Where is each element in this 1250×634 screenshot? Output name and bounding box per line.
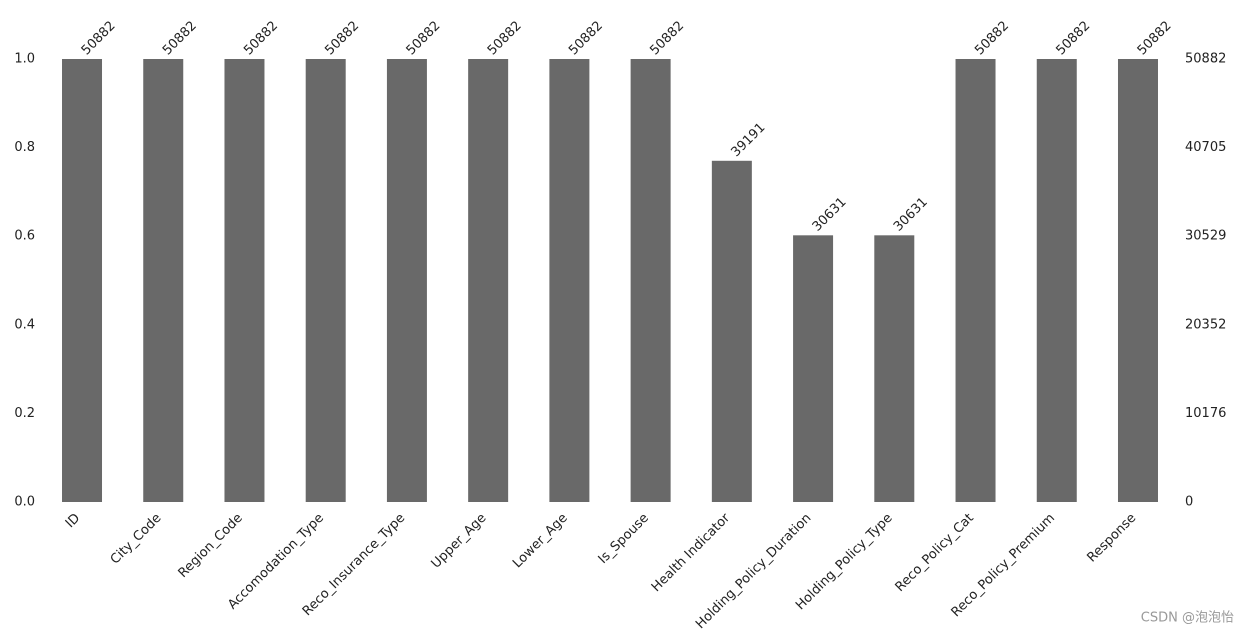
y-tick-label: 0.8 [14, 140, 35, 155]
watermark: CSDN @泡泡怡 [1141, 611, 1234, 626]
x-tick-label: Upper_Age [429, 511, 490, 572]
y2-tick-label: 50882 [1185, 52, 1226, 67]
data-label: 30631 [891, 195, 931, 235]
y-tick-label: 0.4 [14, 317, 35, 332]
y2-tick-label: 20352 [1185, 317, 1226, 332]
data-label: 50882 [647, 18, 687, 58]
y-tick-label: 1.0 [14, 52, 35, 67]
y-tick-label: 0.0 [14, 495, 35, 510]
bar [386, 59, 427, 502]
data-label: 39191 [729, 120, 769, 160]
x-tick-label: Lower_Age [510, 511, 571, 572]
bar [143, 59, 184, 502]
data-label: 50882 [322, 18, 362, 58]
y-tick-label: 0.2 [14, 406, 35, 421]
data-label: 50882 [485, 18, 525, 58]
data-label: 30631 [810, 195, 850, 235]
bar [468, 59, 509, 502]
x-tick-label: Is_Spouse [596, 511, 652, 567]
y2-tick-label: 10176 [1185, 406, 1226, 421]
data-label: 50882 [160, 18, 200, 58]
bar [305, 59, 346, 502]
x-tick-label: Reco_Policy_Cat [893, 511, 977, 595]
bar [62, 59, 103, 502]
y2-tick-label: 40705 [1185, 140, 1226, 155]
bar [224, 59, 265, 502]
data-label: 50882 [566, 18, 606, 58]
data-label: 50882 [79, 18, 119, 58]
bar [874, 235, 915, 502]
data-label: 50882 [1053, 18, 1093, 58]
y2-tick-label: 30529 [1185, 229, 1226, 244]
bar [1117, 59, 1158, 502]
bar [630, 59, 671, 502]
bar [711, 160, 752, 502]
bar [549, 59, 590, 502]
x-tick-label: Health Indicator [649, 510, 734, 595]
x-tick-label: City_Code [108, 511, 165, 568]
data-label: 50882 [241, 18, 281, 58]
x-tick-label: Region_Code [176, 511, 246, 581]
y-tick-label: 0.6 [14, 229, 35, 244]
y2-tick-label: 0 [1185, 495, 1193, 510]
bar [1036, 59, 1077, 502]
data-label: 50882 [1135, 18, 1175, 58]
data-label: 50882 [972, 18, 1012, 58]
bar [793, 235, 834, 502]
x-tick-label: Response [1085, 511, 1140, 566]
data-label: 50882 [404, 18, 444, 58]
x-tick-label: ID [63, 511, 83, 531]
bar [955, 59, 996, 502]
